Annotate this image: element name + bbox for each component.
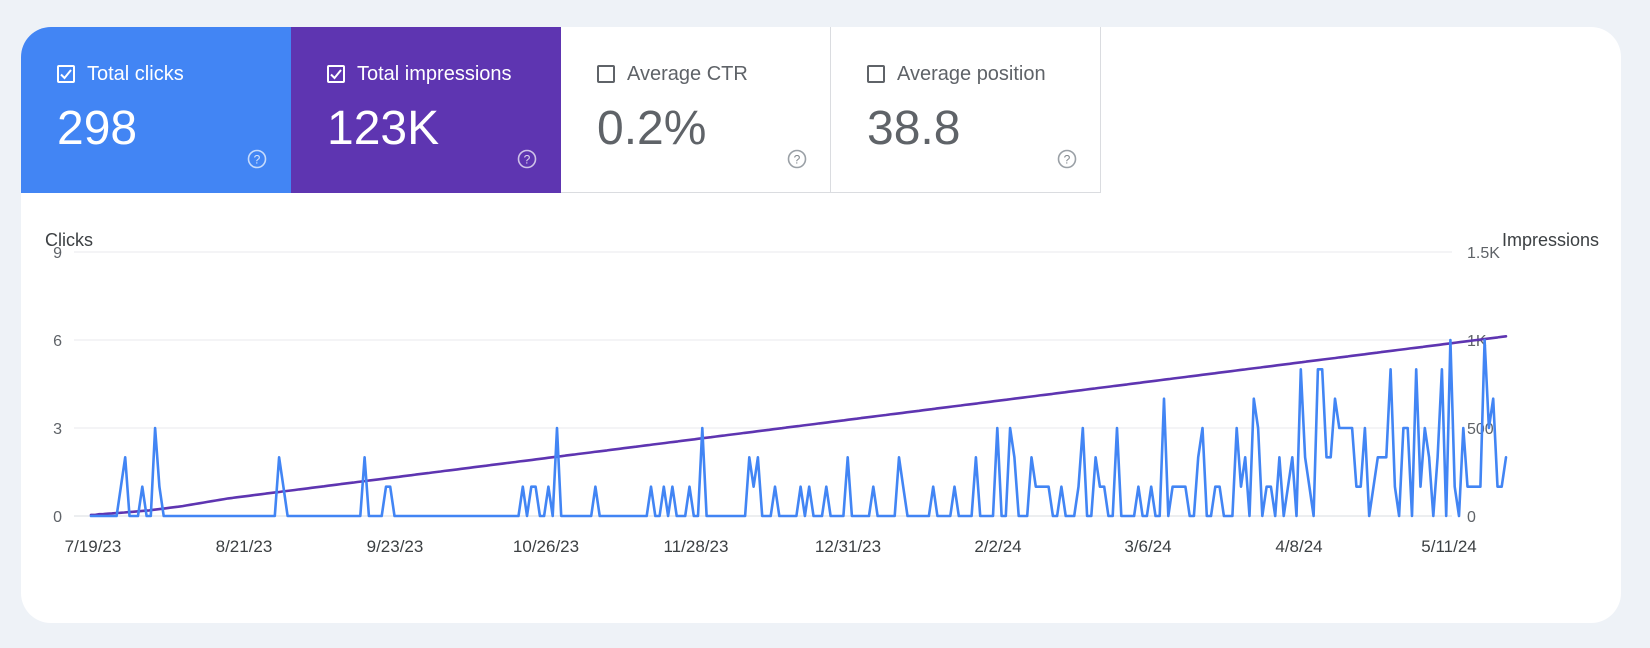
checkbox-unchecked-icon[interactable] bbox=[867, 65, 885, 83]
y-axis-left-title: Clicks bbox=[45, 230, 93, 250]
performance-card: Total clicks 298 ? Total impressions 123… bbox=[21, 27, 1621, 623]
metric-total-impressions[interactable]: Total impressions 123K ? bbox=[291, 27, 561, 193]
metric-value: 0.2% bbox=[597, 102, 707, 155]
metric-value: 123K bbox=[327, 102, 440, 155]
performance-chart[interactable]: Clicks Impressions 0 0 3 500 6 1K 9 1.5K 7/19/23… bbox=[21, 27, 1621, 623]
clicks-line bbox=[89, 338, 1508, 518]
metric-tabs: Total clicks 298 ? Total impressions 123… bbox=[21, 27, 1101, 193]
y-tick-label-left: 6 bbox=[53, 333, 62, 350]
metric-label: Average CTR bbox=[627, 63, 748, 85]
y-tick-label-left: 0 bbox=[53, 509, 62, 526]
metric-value: 298 bbox=[57, 102, 138, 155]
y-tick-label-right: 1.5K bbox=[1467, 245, 1500, 262]
metric-label: Average position bbox=[897, 63, 1046, 85]
y-tick-label-right: 0 bbox=[1467, 509, 1476, 526]
x-tick-label: 12/31/23 bbox=[815, 537, 881, 556]
svg-text:?: ? bbox=[524, 153, 531, 167]
metric-total-clicks[interactable]: Total clicks 298 ? bbox=[21, 27, 291, 193]
metric-label: Total impressions bbox=[357, 63, 512, 85]
x-tick-label: 7/19/23 bbox=[65, 537, 122, 556]
x-tick-label: 3/6/24 bbox=[1124, 537, 1171, 556]
help-icon[interactable]: ? bbox=[517, 149, 537, 169]
checkbox-checked-icon[interactable] bbox=[327, 65, 345, 83]
y-axis-right-title: Impressions bbox=[1502, 230, 1599, 250]
checkbox-checked-icon[interactable] bbox=[57, 65, 75, 83]
help-icon[interactable]: ? bbox=[787, 149, 807, 169]
help-icon[interactable]: ? bbox=[247, 149, 267, 169]
series-lines bbox=[89, 334, 1508, 518]
svg-text:?: ? bbox=[794, 153, 801, 167]
y-tick-label-left: 9 bbox=[53, 245, 62, 262]
y-tick-label-left: 3 bbox=[53, 421, 62, 438]
checkbox-unchecked-icon[interactable] bbox=[597, 65, 615, 83]
y-tick-label-right: 500 bbox=[1467, 421, 1494, 438]
metric-label: Total clicks bbox=[87, 63, 184, 85]
x-tick-label: 2/2/24 bbox=[974, 537, 1021, 556]
x-tick-label: 9/23/23 bbox=[367, 537, 424, 556]
x-tick-label: 4/8/24 bbox=[1275, 537, 1322, 556]
svg-text:?: ? bbox=[1064, 153, 1071, 167]
x-tick-label: 8/21/23 bbox=[216, 537, 273, 556]
svg-text:?: ? bbox=[254, 153, 261, 167]
impressions-line bbox=[89, 334, 1508, 517]
metric-average-position[interactable]: Average position 38.8 ? bbox=[831, 27, 1101, 193]
metric-value: 38.8 bbox=[867, 102, 961, 155]
x-tick-label: 5/11/24 bbox=[1421, 537, 1476, 556]
y-tick-label-right: 1K bbox=[1467, 333, 1487, 350]
help-icon[interactable]: ? bbox=[1057, 149, 1077, 169]
x-tick-label: 10/26/23 bbox=[513, 537, 579, 556]
x-tick-label: 11/28/23 bbox=[664, 537, 729, 556]
axis-ticks: 0 0 3 500 6 1K 9 1.5K 7/19/23 8/21/23 9/23/23 10/26… bbox=[53, 245, 1500, 556]
metric-average-ctr[interactable]: Average CTR 0.2% ? bbox=[561, 27, 831, 193]
